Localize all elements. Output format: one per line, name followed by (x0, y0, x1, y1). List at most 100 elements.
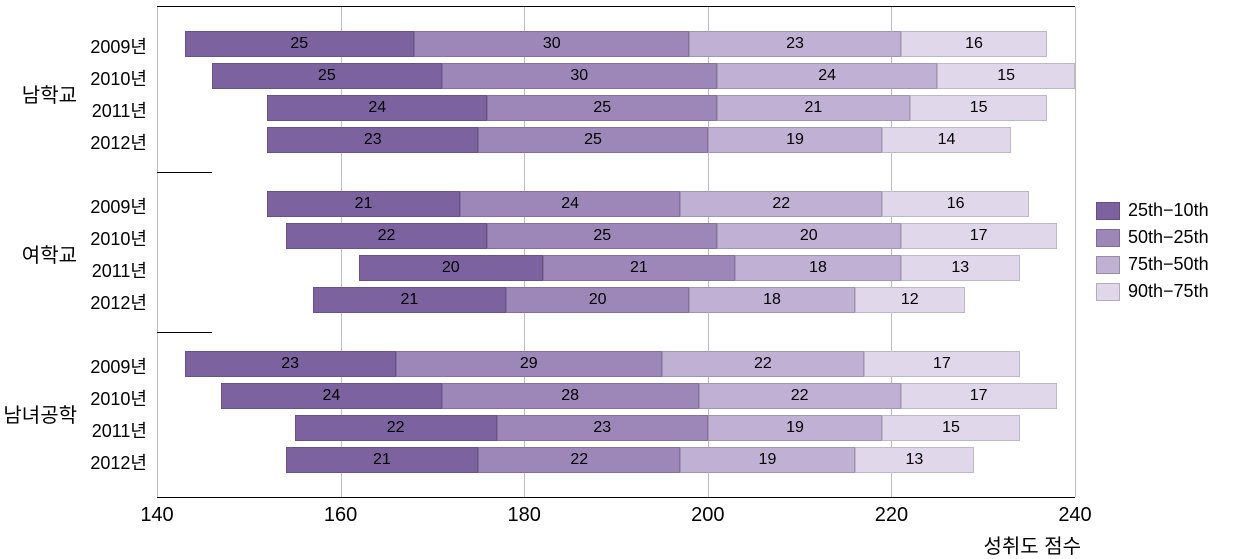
year-label: 2010년 (90, 225, 147, 251)
bar-segment-value: 16 (947, 195, 965, 213)
bar-segment-50th-25th: 25 (478, 127, 708, 153)
x-tick-label: 240 (1058, 504, 1091, 527)
legend-item: 90th−75th (1096, 281, 1209, 302)
bar-segment-90th-75th: 17 (901, 223, 1057, 249)
bar-segment-value: 16 (965, 35, 983, 53)
year-label: 2012년 (90, 289, 147, 315)
bar-row: 23 25 19 14 (157, 127, 1075, 153)
bar-segment-value: 23 (281, 355, 299, 373)
bar-row: 22 25 20 17 (157, 223, 1075, 249)
bar-segment-value: 18 (763, 291, 781, 309)
group-separator (157, 332, 212, 333)
bar-segment-50th-25th: 30 (442, 63, 717, 89)
bar-segment-value: 20 (800, 227, 818, 245)
year-label: 2009년 (90, 353, 147, 379)
legend-item: 50th−25th (1096, 227, 1209, 248)
bar-segment-75th-50th: 24 (717, 63, 937, 89)
bar-segment-value: 15 (997, 67, 1015, 85)
legend-swatch (1096, 256, 1120, 274)
x-tick-label: 180 (508, 504, 541, 527)
bar-segment-75th-50th: 20 (717, 223, 901, 249)
bar-row: 24282217 (157, 383, 1075, 409)
bar-segment-value: 24 (368, 99, 386, 117)
bar-segment-value: 24 (561, 195, 579, 213)
x-tick-label: 220 (875, 504, 908, 527)
bar-segment-50th-25th: 20 (506, 287, 690, 313)
bar-segment-25th-10th: 24 (267, 95, 487, 121)
bar-segment-value: 30 (543, 35, 561, 53)
bar-segment-90th-75th: 12 (855, 287, 965, 313)
bar-row: 21 24 22 16 (157, 191, 1075, 217)
bar-segment-value: 28 (561, 387, 579, 405)
bar-segment-value: 19 (786, 131, 804, 149)
bar-segment-25th-10th: 23 (267, 127, 478, 153)
bar-segment-value: 21 (373, 451, 391, 469)
legend-text: 50th−25th (1128, 227, 1209, 248)
bar-segment-value: 19 (759, 451, 777, 469)
bar-row: 23 29 2217 (157, 351, 1075, 377)
bar-segment-75th-50th: 18 (735, 255, 900, 281)
bar-segment-25th-10th: 20 (359, 255, 543, 281)
legend-swatch (1096, 283, 1120, 301)
year-label: 2009년 (90, 33, 147, 59)
bar-segment-75th-50th: 22 (680, 191, 882, 217)
legend-text: 75th−50th (1128, 254, 1209, 275)
bar-row: 21221913 (157, 447, 1075, 473)
year-label: 2010년 (90, 65, 147, 91)
bar-segment-value: 23 (593, 419, 611, 437)
year-label: 2011년 (92, 417, 147, 443)
year-label: 2012년 (90, 129, 147, 155)
bar-segment-value: 24 (323, 387, 341, 405)
bar-segment-75th-50th: 19 (708, 415, 882, 441)
plot-area: 25 30 23 16 25 30 24 15 24 25 21 15 23 25 19 14 21 24 22 16… (157, 6, 1075, 498)
bar-segment-value: 25 (593, 227, 611, 245)
bar-segment-value: 25 (584, 131, 602, 149)
bar-segment-50th-25th: 23 (497, 415, 708, 441)
bar-segment-75th-50th: 22 (662, 351, 864, 377)
bar-segment-75th-50th: 18 (689, 287, 854, 313)
bar-segment-value: 24 (818, 67, 836, 85)
bar-segment-75th-50th: 22 (699, 383, 901, 409)
group-separator (157, 172, 212, 173)
bar-segment-90th-75th: 15 (882, 415, 1020, 441)
bar-segment-value: 20 (589, 291, 607, 309)
bar-segment-25th-10th: 23 (185, 351, 396, 377)
bar-segment-value: 22 (791, 387, 809, 405)
bar-segment-50th-25th: 24 (460, 191, 680, 217)
bar-segment-value: 15 (970, 99, 988, 117)
bar-segment-50th-25th: 29 (396, 351, 662, 377)
bar-segment-25th-10th: 25 (212, 63, 442, 89)
bar-segment-value: 13 (905, 451, 923, 469)
bar-segment-50th-25th: 28 (442, 383, 699, 409)
bar-segment-value: 23 (786, 35, 804, 53)
bar-segment-value: 22 (378, 227, 396, 245)
year-label: 2012년 (90, 449, 147, 475)
bar-segment-75th-50th: 19 (680, 447, 854, 473)
bar-segment-value: 18 (809, 259, 827, 277)
group-label: 남학교 (22, 79, 77, 108)
group-label: 여학교 (22, 239, 77, 268)
bar-segment-value: 25 (318, 67, 336, 85)
bar-row: 24 25 21 15 (157, 95, 1075, 121)
bar-segment-value: 30 (570, 67, 588, 85)
bar-segment-75th-50th: 19 (708, 127, 882, 153)
bar-segment-value: 25 (593, 99, 611, 117)
bar-segment-value: 29 (520, 355, 538, 373)
bar-segment-90th-75th: 13 (901, 255, 1020, 281)
year-label: 2009년 (90, 193, 147, 219)
bar-segment-90th-75th: 14 (882, 127, 1011, 153)
legend-swatch (1096, 229, 1120, 247)
bar-segment-90th-75th: 17 (864, 351, 1020, 377)
bar-segment-75th-50th: 23 (689, 31, 900, 57)
bar-row: 22231915 (157, 415, 1075, 441)
bar-segment-25th-10th: 21 (267, 191, 460, 217)
bar-segment-50th-25th: 30 (414, 31, 689, 57)
bar-segment-50th-25th: 25 (487, 223, 717, 249)
bar-segment-25th-10th: 25 (185, 31, 415, 57)
legend-text: 25th−10th (1128, 200, 1209, 221)
legend-item: 75th−50th (1096, 254, 1209, 275)
bar-segment-90th-75th: 13 (855, 447, 974, 473)
x-tick-label: 200 (691, 504, 724, 527)
bar-segment-value: 21 (804, 99, 822, 117)
bar-segment-value: 14 (938, 131, 956, 149)
